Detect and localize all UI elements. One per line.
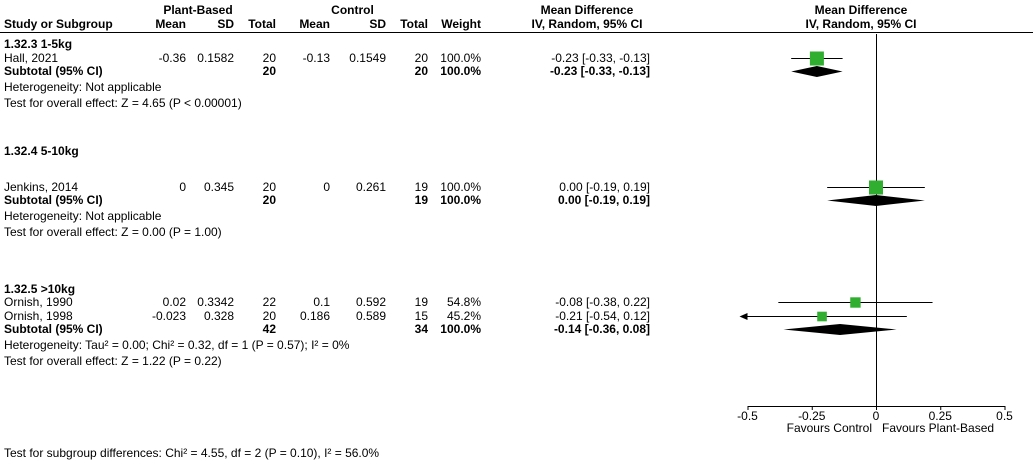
header-rule: [0, 32, 1033, 33]
plant-total: 22: [262, 295, 276, 309]
study-name: Ornish, 1998: [4, 309, 73, 323]
effect-square: [869, 180, 883, 195]
heterogeneity-text: Heterogeneity: Not applicable: [4, 80, 162, 94]
plant-mean: 0.02: [162, 295, 186, 309]
study-weight: 100.0%: [440, 180, 481, 194]
control-total: 19: [414, 180, 428, 194]
axis-tick-label: -0.5: [737, 409, 758, 423]
subtotal-weight: 100.0%: [440, 193, 481, 207]
heterogeneity-text: Heterogeneity: Tau² = 0.00; Chi² = 0.32,…: [4, 338, 350, 352]
control-mean: 0: [323, 180, 330, 194]
effect-square: [817, 311, 827, 322]
overall-effect-text: Test for overall effect: Z = 0.00 (P = 1…: [4, 225, 222, 239]
control-mean: -0.13: [302, 51, 330, 65]
study-name: Ornish, 1990: [4, 295, 73, 309]
subgroup-title: 1.32.4 5-10kg: [4, 144, 79, 158]
control-total: 19: [414, 295, 428, 309]
study-ci-text: -0.23 [-0.33, -0.13]: [551, 51, 650, 65]
group-header-plant-based: Plant-Based: [163, 3, 233, 17]
control-sd: 0.592: [355, 295, 386, 309]
subtotal-plant-total: 20: [262, 64, 276, 78]
axis-tick-label: 0.5: [996, 409, 1013, 423]
col-header-control-sd: SD: [369, 17, 386, 31]
group-header-control: Control: [331, 3, 374, 17]
study-ci-text: 0.00 [-0.19, 0.19]: [559, 180, 650, 194]
favours-left-label: Favours Control: [786, 421, 872, 435]
subtotal-control-total: 19: [414, 193, 428, 207]
control-sd: 0.261: [355, 180, 386, 194]
overall-effect-text: Test for overall effect: Z = 1.22 (P = 0…: [4, 354, 222, 368]
subgroup-title: 1.32.5 >10kg: [4, 282, 76, 296]
subgroup-title: 1.32.3 1-5kg: [4, 37, 73, 51]
subtotal-weight: 100.0%: [440, 64, 481, 78]
control-sd: 0.1549: [349, 51, 386, 65]
effect-header-text-column: Mean Difference: [540, 3, 634, 17]
plant-mean: -0.36: [158, 51, 186, 65]
subtotal-control-total: 20: [414, 64, 428, 78]
axis-tick-label: -0.25: [798, 409, 826, 423]
effect-header-plot-column: Mean Difference: [814, 3, 908, 17]
subtotal-ci-text: 0.00 [-0.19, 0.19]: [557, 193, 650, 207]
subtotal-diamond: [791, 66, 843, 77]
subtotal-label: Subtotal (95% CI): [4, 322, 103, 336]
study-weight: 100.0%: [440, 51, 481, 65]
col-header-weight: Weight: [441, 17, 481, 31]
subtotal-plant-total: 42: [262, 322, 276, 336]
effect-square: [850, 297, 861, 308]
plant-mean: 0: [179, 180, 186, 194]
col-header-plant-total: Total: [248, 17, 276, 31]
axis-tick-label: 0.25: [928, 409, 952, 423]
study-name: Hall, 2021: [4, 51, 59, 65]
control-mean: 0.186: [299, 309, 330, 323]
subtotal-plant-total: 20: [262, 193, 276, 207]
subtotal-label: Subtotal (95% CI): [4, 64, 103, 78]
col-header-control-total: Total: [400, 17, 428, 31]
heterogeneity-text: Heterogeneity: Not applicable: [4, 209, 162, 223]
col-header-ci-plot: IV, Random, 95% CI: [805, 17, 917, 31]
subtotal-ci-text: -0.14 [-0.36, 0.08]: [553, 322, 650, 336]
favours-right-label: Favours Plant-Based: [882, 421, 995, 435]
control-mean: 0.1: [313, 295, 330, 309]
plant-mean: -0.023: [151, 309, 186, 323]
subtotal-control-total: 34: [414, 322, 428, 336]
plant-sd: 0.3342: [197, 295, 234, 309]
subtotal-weight: 100.0%: [440, 322, 481, 336]
col-header-ci-text: IV, Random, 95% CI: [531, 17, 643, 31]
col-header-plant-mean: Mean: [155, 17, 186, 31]
col-header-plant-sd: SD: [217, 17, 234, 31]
axis-tick-label: 0: [872, 409, 880, 423]
study-weight: 54.8%: [446, 295, 481, 309]
plant-sd: 0.345: [203, 180, 234, 194]
subtotal-label: Subtotal (95% CI): [4, 193, 103, 207]
subtotal-diamond: [827, 195, 925, 206]
study-name: Jenkins, 2014: [4, 180, 79, 194]
col-header-control-mean: Mean: [299, 17, 330, 31]
control-sd: 0.589: [355, 309, 386, 323]
subtotal-diamond: [783, 324, 897, 335]
ci-arrow-left: [739, 313, 748, 320]
col-header-study: Study or Subgroup: [4, 17, 113, 31]
effect-square: [809, 51, 824, 66]
subgroup-difference-test: Test for subgroup differences: Chi² = 4.…: [4, 446, 380, 460]
plant-sd: 0.1582: [197, 51, 234, 65]
study-weight: 45.2%: [446, 309, 481, 323]
control-total: 15: [414, 309, 428, 323]
study-ci-text: -0.08 [-0.38, 0.22]: [555, 295, 650, 309]
study-ci-text: -0.21 [-0.54, 0.12]: [555, 309, 650, 323]
control-total: 20: [414, 51, 428, 65]
plant-total: 20: [262, 309, 276, 323]
plant-total: 20: [262, 180, 276, 194]
subtotal-ci-text: -0.23 [-0.33, -0.13]: [549, 64, 650, 78]
plant-total: 20: [262, 51, 276, 65]
plant-sd: 0.328: [203, 309, 234, 323]
overall-effect-text: Test for overall effect: Z = 4.65 (P < 0…: [4, 96, 242, 110]
